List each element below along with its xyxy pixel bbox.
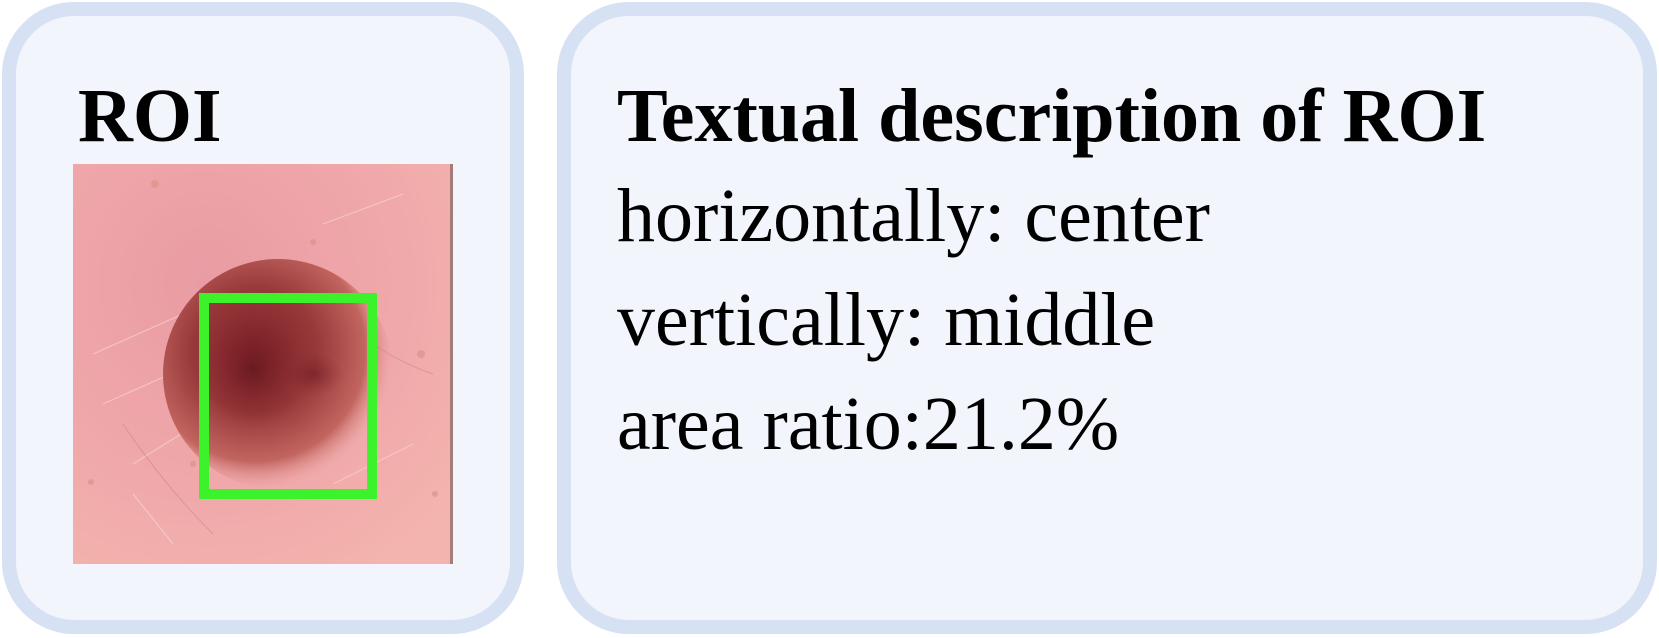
area-ratio-line: area ratio:21.2% [617,382,1120,466]
description-title: Textual description of ROI [617,74,1487,158]
dermoscopy-lesion-image [73,164,453,564]
description-panel: Textual description of ROI horizontally:… [557,2,1657,634]
vertical-position-line: vertically: middle [617,278,1156,362]
roi-panel: ROI [2,2,524,634]
horizontal-position-line: horizontally: center [617,174,1210,258]
roi-bounding-box [199,293,377,499]
roi-title: ROI [78,74,222,158]
